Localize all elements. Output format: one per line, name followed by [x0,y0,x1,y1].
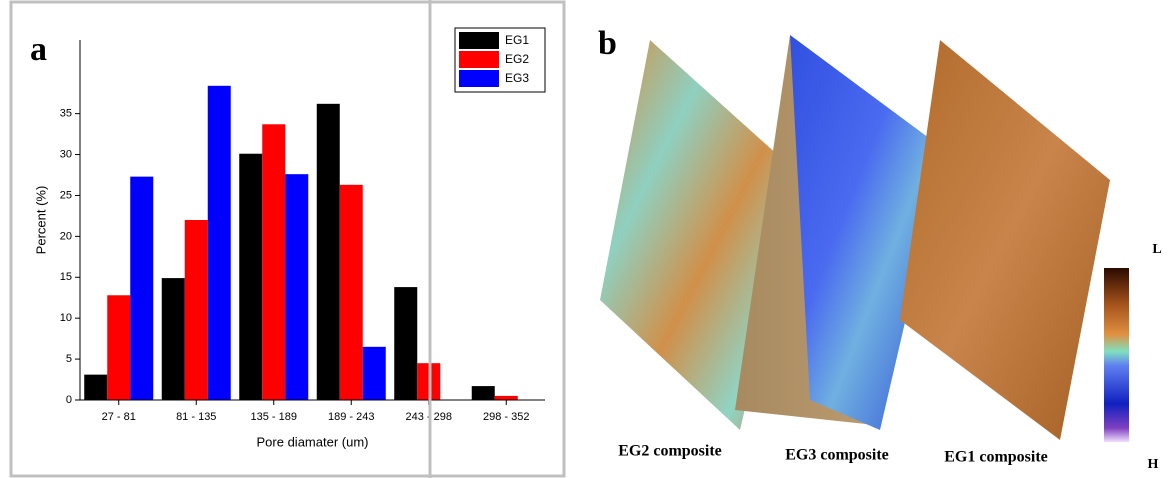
bar [239,154,262,400]
legend-label: EG2 [505,52,529,66]
bar [162,278,185,400]
x-tick-label: 189 - 243 [328,411,374,423]
x-axis-label: Pore diamater (um) [257,434,369,449]
legend-label: EG3 [505,71,529,85]
y-tick-label: 35 [60,108,72,120]
x-tick-label: 81 - 135 [176,411,216,423]
y-tick-label: 20 [60,230,72,242]
caption: EG1 composite [944,449,1048,466]
bar [363,347,386,400]
panel-label: b [598,25,617,62]
bar [340,185,363,400]
y-tick-label: 15 [60,271,72,283]
bar [285,174,308,400]
panel-label: a [30,31,47,68]
legend-swatch [459,51,499,68]
y-tick-label: 25 [60,189,72,201]
y-tick-label: 10 [60,312,72,324]
slab [900,40,1110,440]
bar [107,295,130,400]
x-tick-label: 135 - 189 [251,411,297,423]
chart: a 0 5 10 15 20 25 30 35 27 - 81 81 - 135 135 - 189 1… [30,28,545,449]
scale-label: H [1148,457,1159,472]
figure: a 0 5 10 15 20 25 30 35 27 - 81 81 - 135 135 - 189 1… [0,0,1168,478]
bar [394,287,417,400]
y-tick-label: 0 [66,394,72,406]
bar [84,375,107,400]
bar [262,124,285,400]
y-tick-label: 30 [60,148,72,160]
panel-b: b EG2 composite EG3 composite EG1 compos… [598,25,1162,472]
bar [208,86,231,400]
y-tick-label: 5 [66,353,72,365]
legend-swatch [459,32,499,49]
bar [472,386,495,400]
x-tick-label: 298 - 352 [483,411,529,423]
y-axis-label: Percent (%) [33,186,48,255]
color-scale [1104,268,1129,442]
bar [317,104,340,400]
bar [495,396,518,400]
bar [185,220,208,400]
x-tick-label: 27 - 81 [102,411,136,423]
caption: EG2 composite [618,443,722,460]
scale-label: L [1152,242,1161,257]
legend-swatch [459,70,499,87]
bar [130,177,153,400]
caption: EG3 composite [785,447,889,464]
legend-label: EG1 [505,33,529,47]
